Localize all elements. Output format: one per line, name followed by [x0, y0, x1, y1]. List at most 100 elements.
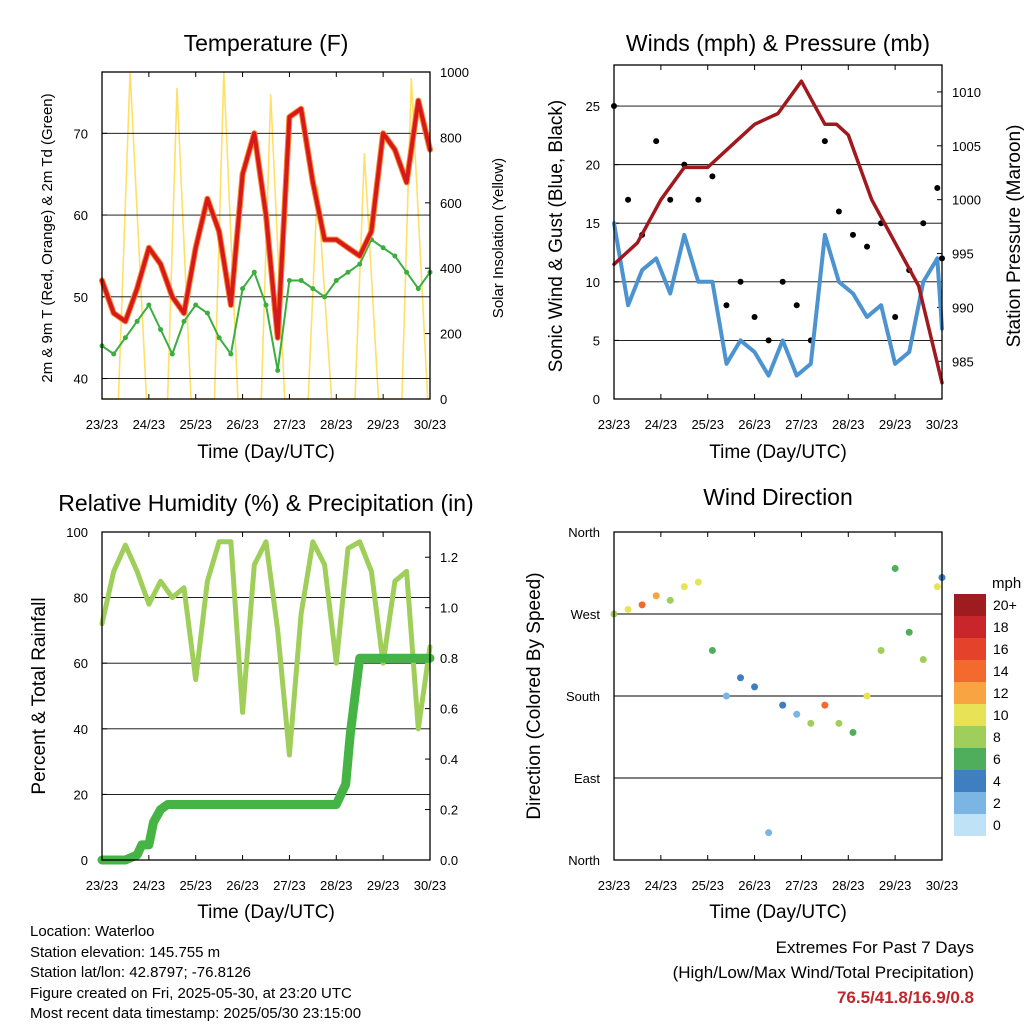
temperature-y2tick-label: 400: [440, 261, 462, 276]
temperature-ylabel: 2m & 9m T (Red, Orange) & 2m Td (Green): [39, 93, 56, 382]
humidity-ytick-label: 80: [74, 591, 88, 606]
colorbar-label: 2: [993, 795, 1001, 811]
wind-title: Winds (mph) & Pressure (mb): [626, 30, 930, 56]
direction-point: [807, 719, 815, 727]
temperature-xtick-label: 29/23: [367, 417, 400, 432]
precip-line: [97, 653, 435, 865]
humidity-ytick-label: 60: [74, 656, 88, 671]
figure-created: Figure created on Fri, 2025-05-30, at 23…: [30, 984, 352, 1002]
colorbar-swatch: [954, 616, 986, 638]
extremes-values: 76.5/41.8/16.9/0.8: [836, 988, 974, 1007]
direction-xtick-label: 23/23: [598, 878, 631, 893]
colorbar-title: mph: [992, 575, 1021, 592]
direction-point: [933, 583, 941, 591]
gust-point: [667, 196, 674, 203]
wind-xtick-label: 29/23: [879, 417, 912, 432]
humidity-xtick-label: 28/23: [320, 878, 353, 893]
temperature-frame: [101, 71, 431, 400]
temperature-title: Temperature (F): [184, 30, 349, 56]
humidity-ytick-label: 0: [81, 853, 88, 868]
wind-ytick-label: 25: [586, 99, 600, 114]
direction-frame: [613, 531, 943, 861]
wind-ytick-label: 5: [593, 333, 600, 348]
station-location: Location: Waterloo: [30, 923, 155, 940]
temperature-y2tick-label: 0: [440, 392, 447, 407]
direction-point: [919, 656, 927, 664]
extremes-subtitle: (High/Low/Max Wind/Total Precipitation): [672, 963, 974, 982]
direction-point: [638, 601, 646, 609]
direction-point: [849, 728, 857, 736]
wind-xtick-label: 28/23: [832, 417, 865, 432]
temperature-y2tick-label: 600: [440, 196, 462, 211]
direction-xtick-label: 24/23: [645, 878, 678, 893]
humidity-y2tick-label: 0.2: [440, 803, 458, 818]
direction-point: [694, 578, 702, 586]
wind-ytick-label: 15: [586, 216, 600, 231]
gust-point: [737, 278, 744, 285]
humidity-xtick-label: 26/23: [226, 878, 259, 893]
humidity-xtick-label: 29/23: [367, 878, 400, 893]
colorbar-swatch: [954, 814, 986, 836]
temperature-xtick-label: 27/23: [273, 417, 306, 432]
direction-point: [652, 592, 660, 600]
humidity-title: Relative Humidity (%) & Precipitation (i…: [58, 490, 473, 516]
colorbar-label: 8: [993, 729, 1001, 745]
wind-y2tick-label: 1000: [952, 193, 981, 208]
direction-ylabel: Direction (Colored By Speed): [524, 572, 545, 819]
wind-xtick-label: 23/23: [598, 417, 631, 432]
wind-xtick-label: 27/23: [785, 417, 818, 432]
temperature-xtick-label: 28/23: [320, 417, 353, 432]
gust-point: [849, 231, 856, 238]
temperature-y2tick-label: 1000: [440, 65, 469, 80]
direction-point: [737, 674, 745, 682]
humidity-y2tick-label: 0.0: [440, 853, 458, 868]
direction-point: [793, 710, 801, 718]
recent-timestamp: Most recent data timestamp: 2025/05/30 2…: [30, 1005, 362, 1022]
humidity-y2tick-label: 0.6: [440, 702, 458, 717]
direction-point: [666, 596, 674, 604]
direction-point: [722, 692, 730, 700]
direction-point: [751, 683, 759, 691]
wind-xtick-label: 25/23: [691, 417, 724, 432]
colorbar-label: 12: [993, 685, 1009, 701]
direction-ytick-label: West: [571, 607, 601, 622]
temp-2m-line: [100, 98, 432, 340]
temperature-y2label: Solar Insolation (Yellow): [490, 158, 507, 318]
direction-point: [905, 628, 913, 636]
colorbar-swatch: [954, 704, 986, 726]
wind-y2tick-label: 1010: [952, 85, 981, 100]
temperature-ytick-label: 40: [74, 372, 88, 387]
colorbar-swatch: [954, 682, 986, 704]
wind-y2tick-label: 1005: [952, 139, 981, 154]
gust-point: [653, 138, 660, 145]
direction-point: [835, 719, 843, 727]
direction-point: [779, 701, 787, 709]
humidity-xlabel: Time (Day/UTC): [197, 902, 335, 923]
humidity-ytick-label: 40: [74, 722, 88, 737]
direction-ytick-label: South: [566, 689, 600, 704]
humidity-xtick-label: 23/23: [86, 878, 119, 893]
humidity-y2tick-label: 1.2: [440, 550, 458, 565]
wind-y2tick-label: 990: [952, 300, 974, 315]
humidity-xtick-label: 25/23: [179, 878, 212, 893]
direction-xtick-label: 30/23: [926, 878, 959, 893]
direction-point: [680, 583, 688, 591]
gust-point: [751, 313, 758, 320]
colorbar-swatch: [954, 638, 986, 660]
direction-xtick-label: 29/23: [879, 878, 912, 893]
humidity-xtick-label: 24/23: [133, 878, 166, 893]
colorbar-label: 14: [993, 663, 1009, 679]
wind-xtick-label: 24/23: [645, 417, 678, 432]
colorbar-label: 10: [993, 707, 1009, 723]
gust-point: [709, 173, 716, 180]
colorbar-label: 6: [993, 751, 1001, 767]
direction-ytick-label: North: [568, 525, 600, 540]
gust-point: [934, 185, 941, 192]
gust-point: [723, 302, 730, 309]
direction-point: [624, 605, 632, 613]
wind-ytick-label: 10: [586, 275, 600, 290]
gust-point: [892, 313, 899, 320]
direction-point: [708, 646, 716, 654]
wind-y2tick-label: 995: [952, 247, 974, 262]
